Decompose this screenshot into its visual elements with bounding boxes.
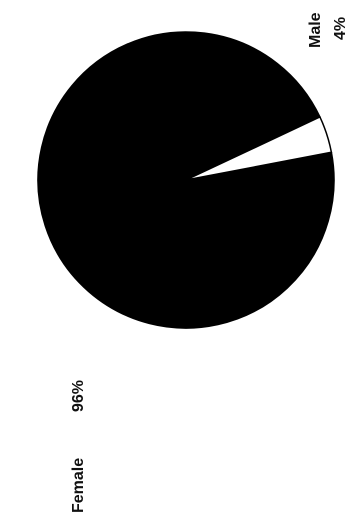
slice-percent-male: 4% (332, 17, 349, 40)
pie-slice-male (185, 115, 333, 181)
slice-label-male: Male (307, 12, 324, 48)
slice-percent-female: 96% (70, 380, 87, 412)
pie-slices (37, 31, 335, 329)
slice-label-female: Female (70, 458, 87, 513)
